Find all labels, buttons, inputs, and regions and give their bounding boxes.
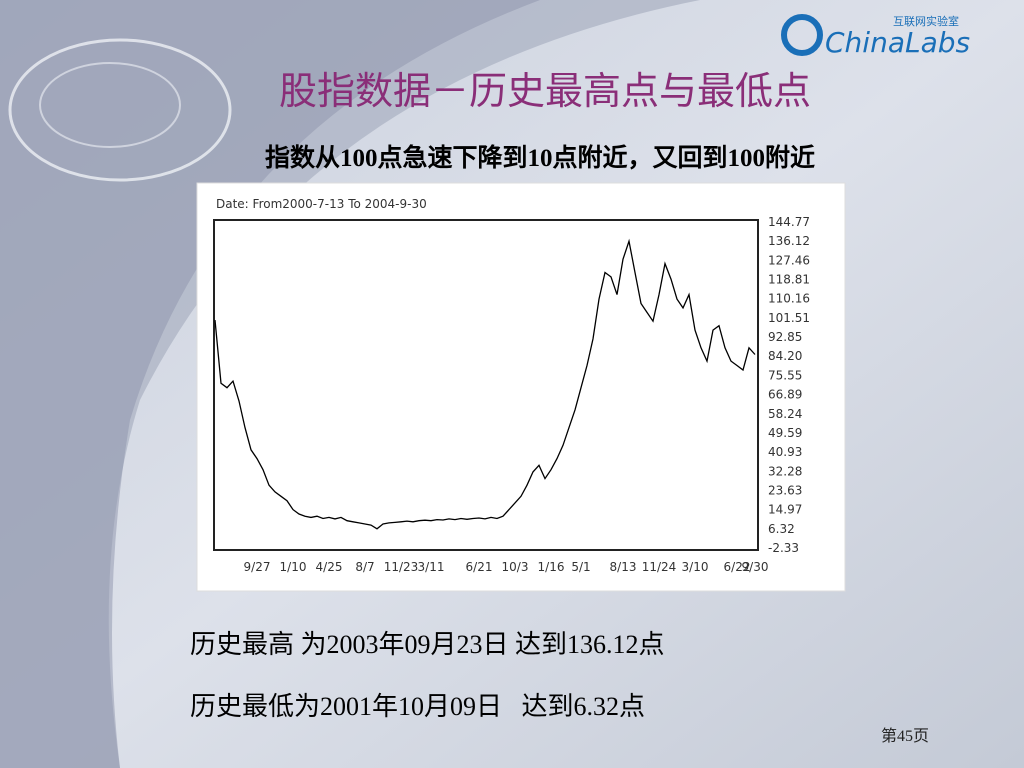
note: 历史最高 为2003年09月23日 达到136.12点	[190, 630, 665, 659]
y-tick-label: 118.81	[768, 273, 810, 287]
slide-subtitle: 指数从100点急速下降到10点附近，又回到100附近	[265, 144, 815, 172]
y-tick-label: 84.20	[768, 349, 802, 363]
y-tick-label: 127.46	[768, 253, 810, 267]
y-tick-label: 23.63	[768, 483, 802, 497]
chart-panel	[196, 182, 846, 592]
x-tick-label: 5/1	[571, 560, 590, 574]
decor	[0, 0, 540, 768]
line	[214, 238, 756, 530]
y-tick-label: 66.89	[768, 388, 802, 402]
x-tick-label: 10/3	[502, 560, 529, 574]
y-tick-label: 58.24	[768, 407, 802, 421]
x-tick-label: 9/30	[742, 560, 769, 574]
chart: 144.77 136.12 127.46 118.81 110.16 101.51 92.8…	[214, 215, 810, 574]
y-tick-label: 32.28	[768, 464, 802, 478]
y-tick-label: 110.16	[768, 292, 810, 306]
plot-frame	[213, 219, 759, 551]
y-tick-label: -2.33	[768, 541, 799, 555]
x-tick-label: 1/10	[280, 560, 307, 574]
page-number: 第45页	[881, 727, 929, 745]
logo-mark	[781, 14, 823, 56]
x-tick-label: 11/24	[642, 560, 677, 574]
x-tick-label: 1/16	[538, 560, 565, 574]
x-tick-label: 8/7	[355, 560, 374, 574]
note: 历史最低为2001年10月09日 达到6.32点	[190, 692, 645, 721]
y-tick-label: 144.77	[768, 215, 810, 229]
y-tick-label: 49.59	[768, 426, 802, 440]
decor	[39, 62, 181, 148]
y-tick-label: 75.55	[768, 368, 802, 382]
y-tick-label: 92.85	[768, 330, 802, 344]
y-tick-label: 101.51	[768, 311, 810, 325]
decor	[8, 38, 232, 182]
x-tick-label: 6/21	[466, 560, 493, 574]
y-tick-label: 14.97	[768, 503, 802, 517]
x-tick-label: 4/25	[316, 560, 343, 574]
y-tick-label: 136.12	[768, 234, 810, 248]
slide-title: 股指数据－历史最高点与最低点	[279, 71, 811, 113]
logo-tagline: 互联网实验室	[893, 14, 959, 28]
x-tick-label: 3/11	[418, 560, 445, 574]
logo-name: ChinaLabs	[825, 26, 970, 59]
chart-title: Date: From2000-7-13 To 2004-9-30	[216, 197, 427, 211]
y-tick-label: 40.93	[768, 445, 802, 459]
x-tick-label: 9/27	[244, 560, 271, 574]
x-tick-label: 8/13	[610, 560, 637, 574]
x-tick-label: 6/22	[724, 560, 751, 574]
x-tick-label: 11/23	[384, 560, 419, 574]
x-tick-label: 3/10	[682, 560, 709, 574]
y-tick-label: 6.32	[768, 522, 795, 536]
